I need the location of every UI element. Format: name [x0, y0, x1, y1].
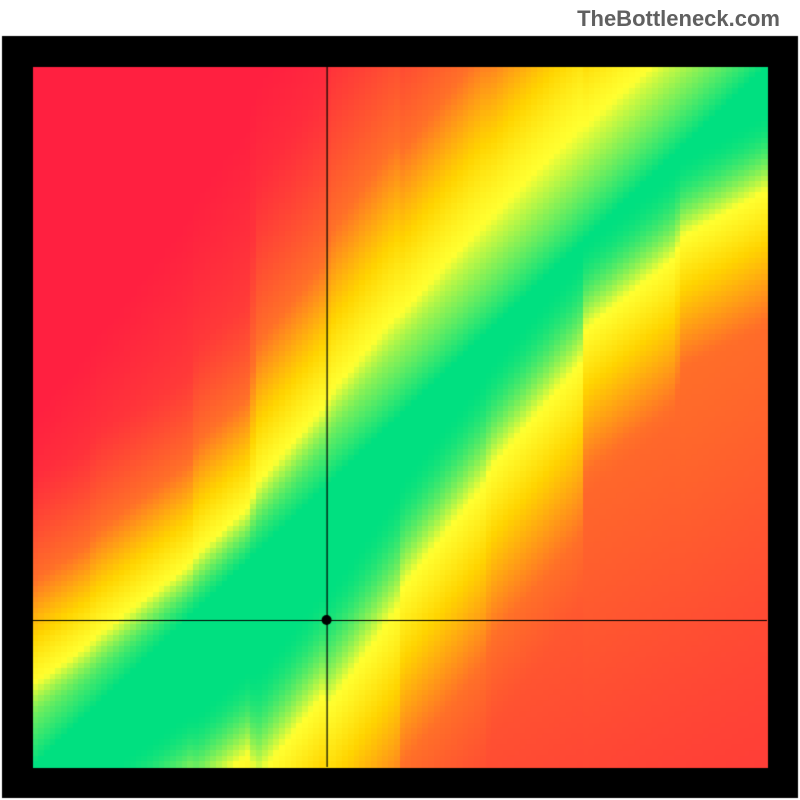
bottleneck-heatmap	[0, 0, 800, 800]
watermark-text: TheBottleneck.com	[577, 6, 780, 32]
